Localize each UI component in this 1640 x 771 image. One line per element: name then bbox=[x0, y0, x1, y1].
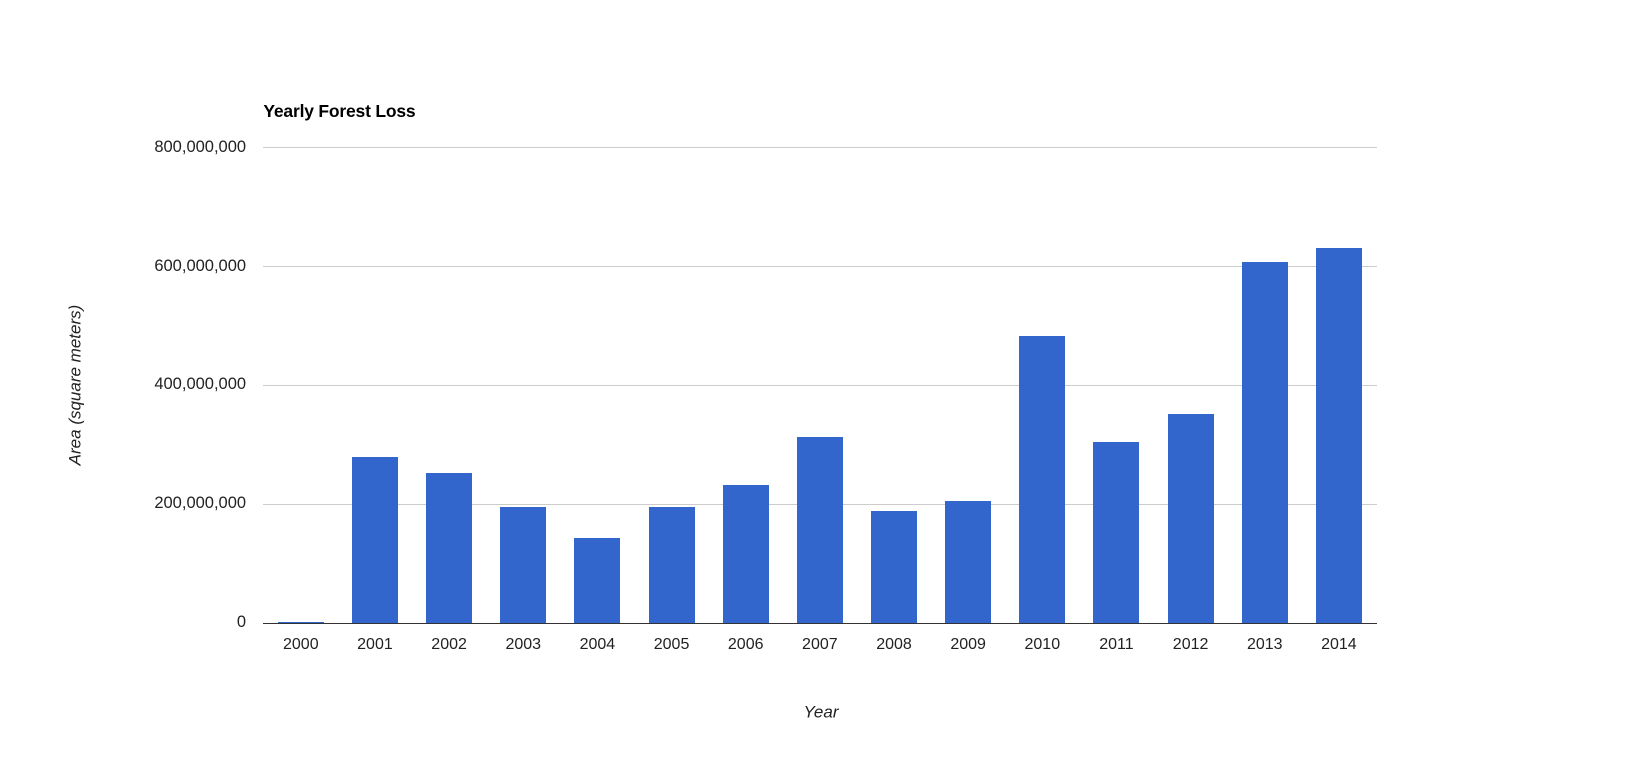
bar-2009[interactable] bbox=[945, 501, 992, 623]
x-tick-label: 2011 bbox=[1099, 635, 1134, 653]
bar-2005[interactable] bbox=[648, 506, 695, 623]
y-tick-label: 200,000,000 bbox=[154, 494, 247, 513]
x-tick-label: 2004 bbox=[579, 635, 616, 653]
bar-2003[interactable] bbox=[500, 506, 547, 623]
bar-2004[interactable] bbox=[574, 537, 621, 623]
bar-2014[interactable] bbox=[1315, 247, 1362, 623]
gridline bbox=[263, 385, 1377, 387]
x-tick-label: 2006 bbox=[727, 635, 764, 653]
x-tick-label: 2014 bbox=[1321, 635, 1357, 653]
x-axis-title: Year bbox=[803, 702, 839, 722]
x-tick-label: 2007 bbox=[802, 635, 838, 653]
x-tick-label: 2001 bbox=[357, 635, 393, 653]
x-tick-label: 2009 bbox=[950, 635, 986, 653]
bar-2002[interactable] bbox=[426, 473, 473, 623]
chart-title: Yearly Forest Loss bbox=[263, 100, 416, 121]
bar-2007[interactable] bbox=[796, 436, 843, 623]
y-tick-label: 600,000,000 bbox=[154, 256, 247, 275]
bar-2012[interactable] bbox=[1167, 414, 1214, 623]
x-axis-baseline bbox=[263, 622, 1377, 625]
x-tick-label: 2002 bbox=[431, 635, 467, 653]
x-tick-label: 2000 bbox=[283, 635, 319, 653]
x-tick-label: 2010 bbox=[1024, 635, 1061, 653]
y-tick-label: 0 bbox=[236, 612, 247, 631]
y-tick-label: 400,000,000 bbox=[154, 375, 247, 394]
bar-2000[interactable] bbox=[277, 621, 324, 623]
bar-2013[interactable] bbox=[1241, 262, 1288, 623]
x-tick-label: 2013 bbox=[1246, 635, 1283, 653]
bar-2001[interactable] bbox=[351, 457, 398, 623]
bar-2008[interactable] bbox=[871, 511, 917, 623]
x-tick-label: 2012 bbox=[1172, 635, 1209, 653]
x-tick-label: 2003 bbox=[505, 635, 542, 653]
y-tick-label: 800,000,000 bbox=[154, 137, 247, 156]
gridline bbox=[263, 147, 1377, 149]
x-tick-label: 2008 bbox=[876, 635, 912, 653]
x-tick-label: 2005 bbox=[653, 635, 690, 653]
gridline bbox=[263, 266, 1377, 268]
bar-2010[interactable] bbox=[1019, 335, 1066, 623]
bar-2006[interactable] bbox=[722, 484, 769, 623]
bar-2011[interactable] bbox=[1093, 442, 1140, 623]
